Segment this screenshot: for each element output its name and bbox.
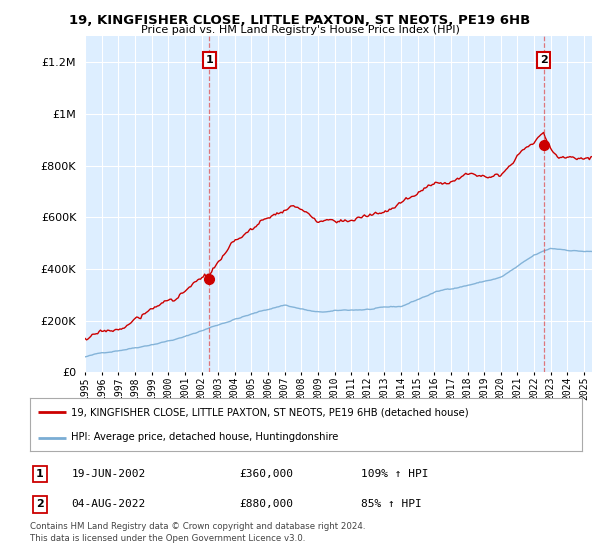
Text: Contains HM Land Registry data © Crown copyright and database right 2024.
This d: Contains HM Land Registry data © Crown c… — [30, 522, 365, 543]
Text: £360,000: £360,000 — [240, 469, 294, 479]
Text: HPI: Average price, detached house, Huntingdonshire: HPI: Average price, detached house, Hunt… — [71, 432, 339, 442]
Text: 1: 1 — [36, 469, 44, 479]
Text: 19, KINGFISHER CLOSE, LITTLE PAXTON, ST NEOTS, PE19 6HB (detached house): 19, KINGFISHER CLOSE, LITTLE PAXTON, ST … — [71, 408, 469, 418]
Text: Price paid vs. HM Land Registry's House Price Index (HPI): Price paid vs. HM Land Registry's House … — [140, 25, 460, 35]
Text: 04-AUG-2022: 04-AUG-2022 — [71, 500, 146, 510]
Text: 19, KINGFISHER CLOSE, LITTLE PAXTON, ST NEOTS, PE19 6HB: 19, KINGFISHER CLOSE, LITTLE PAXTON, ST … — [70, 14, 530, 27]
Text: 19-JUN-2002: 19-JUN-2002 — [71, 469, 146, 479]
Text: 2: 2 — [36, 500, 44, 510]
Text: 109% ↑ HPI: 109% ↑ HPI — [361, 469, 428, 479]
Text: £880,000: £880,000 — [240, 500, 294, 510]
Text: 1: 1 — [205, 55, 213, 65]
Text: 85% ↑ HPI: 85% ↑ HPI — [361, 500, 422, 510]
Text: 2: 2 — [540, 55, 548, 65]
